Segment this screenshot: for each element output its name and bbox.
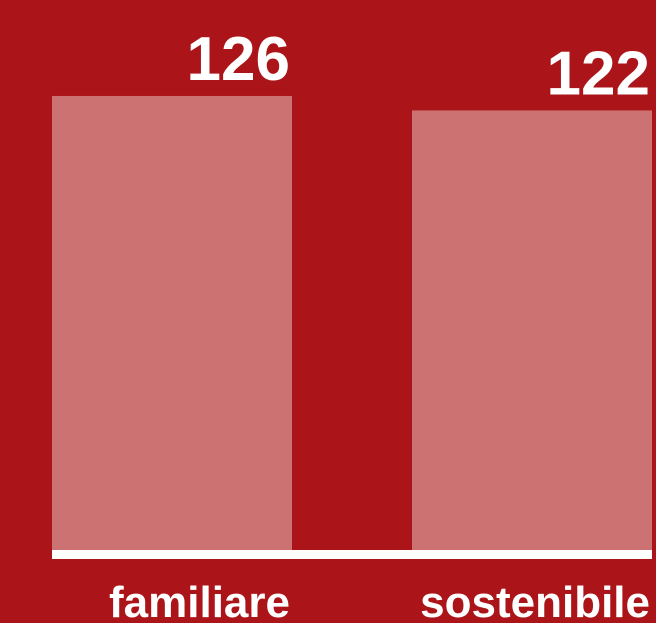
bar xyxy=(412,110,652,552)
baseline xyxy=(52,550,652,559)
x-tick-label: familiare xyxy=(109,578,290,623)
x-tick-label: sostenibile xyxy=(420,578,650,623)
data-label: 122 xyxy=(547,39,650,108)
bar xyxy=(52,95,292,552)
data-label: 126 xyxy=(187,25,290,94)
